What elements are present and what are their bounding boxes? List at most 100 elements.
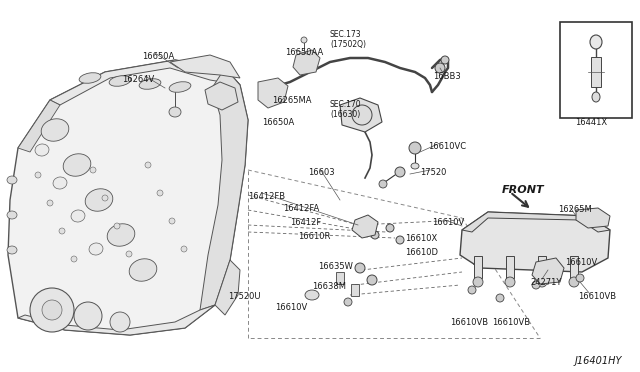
Text: 16610X: 16610X	[405, 234, 437, 243]
Ellipse shape	[63, 154, 91, 176]
Polygon shape	[205, 82, 238, 110]
Ellipse shape	[71, 256, 77, 262]
Text: 16610V: 16610V	[275, 303, 307, 312]
Ellipse shape	[7, 211, 17, 219]
Ellipse shape	[386, 224, 394, 232]
Ellipse shape	[590, 35, 602, 49]
Bar	[560, 22, 632, 118]
Ellipse shape	[90, 167, 96, 173]
Text: FRONT: FRONT	[502, 185, 545, 195]
Ellipse shape	[110, 312, 130, 332]
Bar	[336, 272, 344, 284]
Polygon shape	[460, 212, 610, 272]
Ellipse shape	[139, 79, 161, 89]
Ellipse shape	[344, 298, 352, 306]
Polygon shape	[532, 258, 564, 284]
Ellipse shape	[35, 172, 41, 178]
Bar	[474, 256, 482, 278]
Ellipse shape	[42, 300, 62, 320]
Text: 17520U: 17520U	[228, 292, 260, 301]
Ellipse shape	[537, 277, 547, 287]
Ellipse shape	[30, 288, 74, 332]
Ellipse shape	[301, 37, 307, 43]
Text: 16441X: 16441X	[575, 118, 607, 127]
Ellipse shape	[89, 243, 103, 255]
Ellipse shape	[409, 142, 421, 154]
Ellipse shape	[169, 107, 181, 117]
Ellipse shape	[411, 163, 419, 169]
Text: 16650AA: 16650AA	[285, 48, 323, 57]
Text: SEC.170: SEC.170	[330, 100, 362, 109]
Ellipse shape	[41, 119, 69, 141]
Text: 16610VB: 16610VB	[450, 318, 488, 327]
Polygon shape	[18, 100, 60, 152]
Polygon shape	[18, 305, 215, 335]
Polygon shape	[340, 98, 382, 132]
Ellipse shape	[396, 236, 404, 244]
Text: 16610V: 16610V	[432, 218, 464, 227]
Bar	[506, 256, 514, 278]
Text: 16412FB: 16412FB	[248, 192, 285, 201]
Text: 24271Y: 24271Y	[530, 278, 561, 287]
Ellipse shape	[352, 105, 372, 125]
Polygon shape	[576, 208, 610, 228]
Ellipse shape	[129, 259, 157, 281]
Polygon shape	[258, 78, 288, 108]
Text: 16635W: 16635W	[318, 262, 353, 271]
Text: 16265M: 16265M	[558, 205, 592, 214]
Text: 16412F: 16412F	[290, 218, 321, 227]
Text: SEC.173: SEC.173	[330, 30, 362, 39]
Text: (16630): (16630)	[330, 110, 360, 119]
Ellipse shape	[569, 277, 579, 287]
Ellipse shape	[7, 246, 17, 254]
Ellipse shape	[157, 190, 163, 196]
Ellipse shape	[367, 275, 377, 285]
Ellipse shape	[435, 63, 445, 73]
Polygon shape	[8, 60, 248, 335]
Ellipse shape	[59, 228, 65, 234]
Ellipse shape	[35, 144, 49, 156]
Polygon shape	[215, 260, 240, 315]
Ellipse shape	[53, 177, 67, 189]
Text: 16412FA: 16412FA	[283, 204, 319, 213]
Ellipse shape	[102, 195, 108, 201]
Text: 16638M: 16638M	[312, 282, 346, 291]
Text: (17502Q): (17502Q)	[330, 40, 366, 49]
Text: 16610VB: 16610VB	[492, 318, 530, 327]
Ellipse shape	[576, 274, 584, 282]
Ellipse shape	[395, 167, 405, 177]
Bar	[538, 256, 546, 278]
Text: 16610R: 16610R	[298, 232, 330, 241]
Text: 16610D: 16610D	[405, 248, 438, 257]
Text: 16603: 16603	[308, 168, 335, 177]
Polygon shape	[170, 55, 240, 78]
Ellipse shape	[107, 224, 135, 246]
Ellipse shape	[109, 76, 131, 86]
Bar	[351, 284, 359, 296]
Ellipse shape	[305, 290, 319, 300]
Ellipse shape	[441, 56, 449, 64]
Ellipse shape	[7, 176, 17, 184]
Ellipse shape	[71, 210, 85, 222]
Text: 16610V: 16610V	[565, 258, 597, 267]
Ellipse shape	[532, 281, 540, 289]
Text: 16610VB: 16610VB	[578, 292, 616, 301]
Ellipse shape	[47, 200, 53, 206]
Polygon shape	[200, 68, 248, 310]
Text: 16650A: 16650A	[262, 118, 294, 127]
Text: J16401HY: J16401HY	[575, 356, 622, 366]
Ellipse shape	[145, 162, 151, 168]
Polygon shape	[293, 50, 320, 75]
Ellipse shape	[505, 277, 515, 287]
Ellipse shape	[79, 73, 101, 83]
Text: 16650A: 16650A	[142, 52, 174, 61]
Ellipse shape	[169, 82, 191, 92]
Polygon shape	[352, 215, 378, 238]
Text: 17520: 17520	[420, 168, 446, 177]
Text: 16264V: 16264V	[122, 75, 154, 84]
Ellipse shape	[468, 286, 476, 294]
Ellipse shape	[181, 246, 187, 252]
Text: 16265MA: 16265MA	[272, 96, 312, 105]
Ellipse shape	[74, 302, 102, 330]
Ellipse shape	[496, 294, 504, 302]
